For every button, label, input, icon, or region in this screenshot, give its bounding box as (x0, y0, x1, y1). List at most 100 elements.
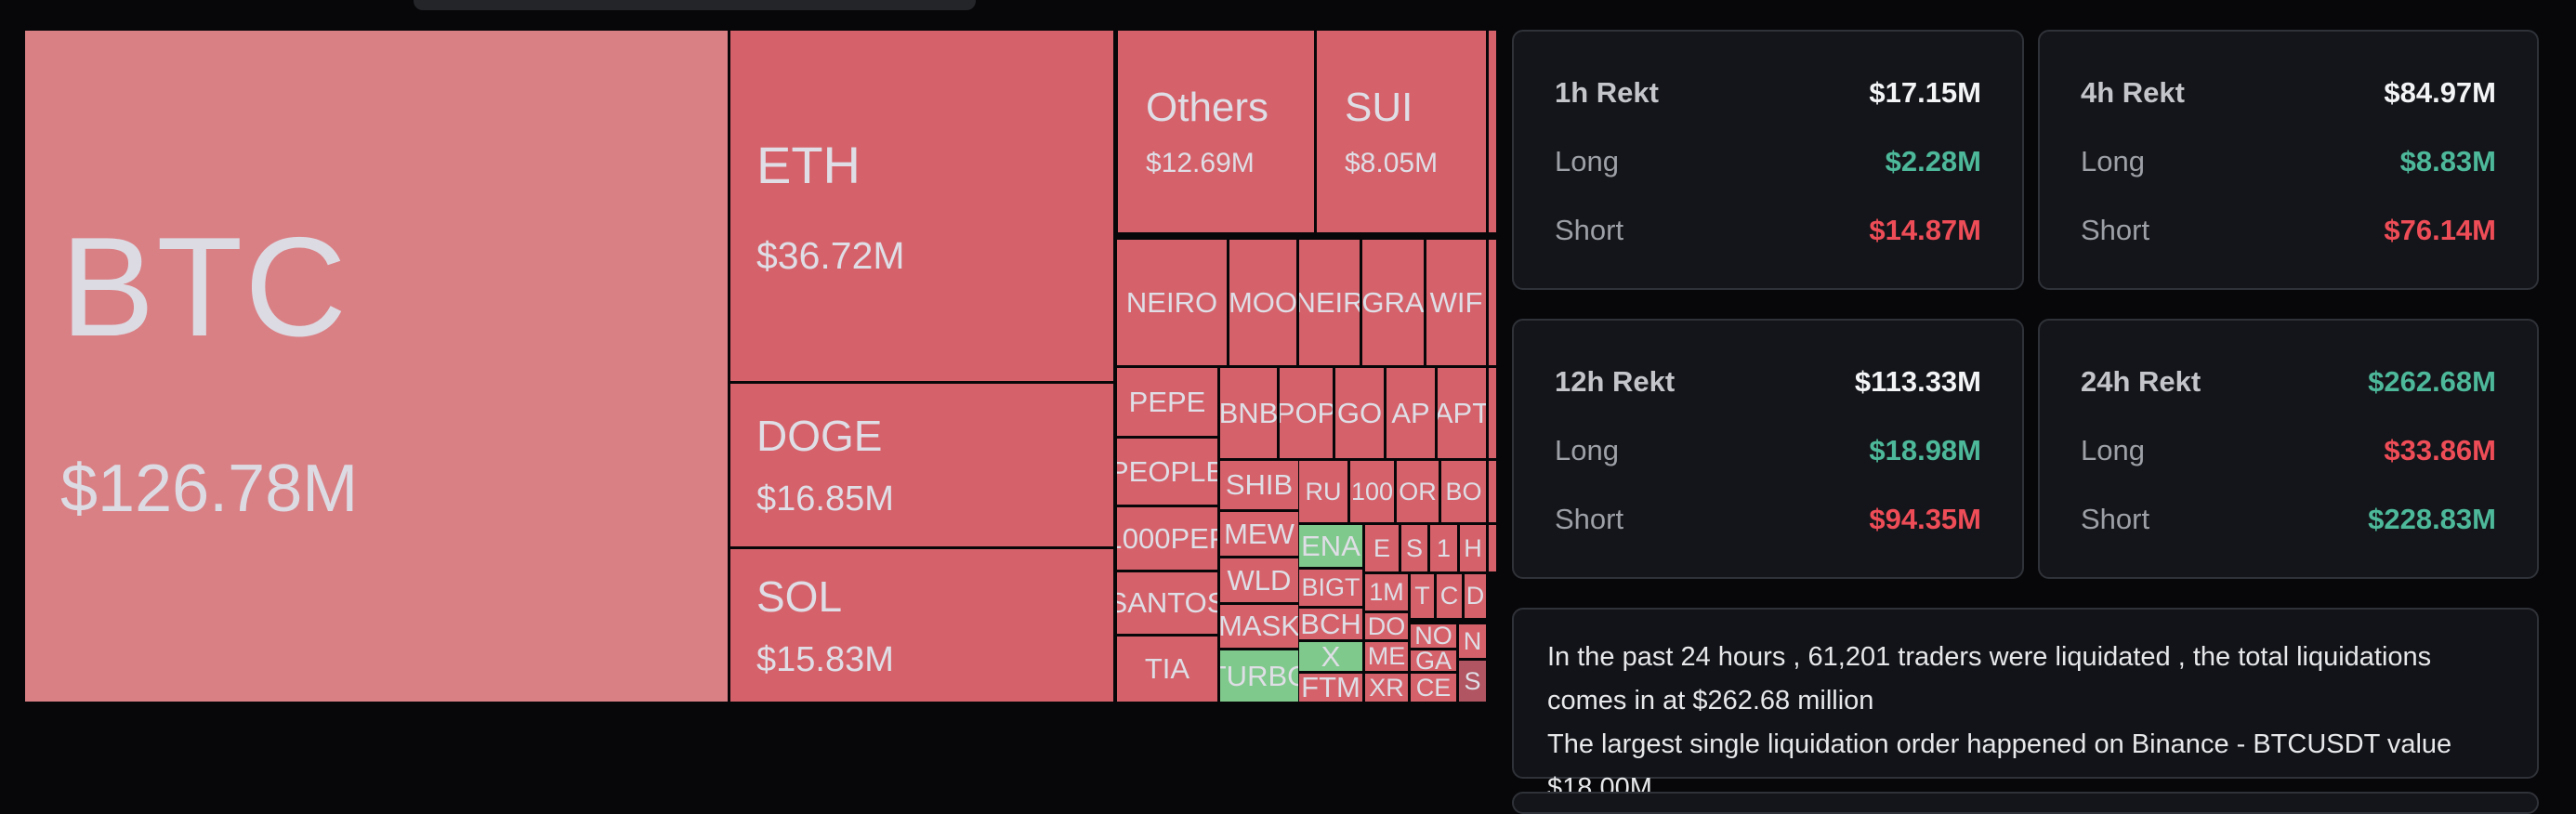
treemap-tile-mask[interactable]: MASK (1220, 605, 1298, 648)
tile-symbol: GRA (1362, 285, 1424, 319)
treemap-tile-bnb[interactable]: BNB (1220, 368, 1277, 458)
tile-symbol: BNB (1220, 396, 1277, 429)
treemap-tile-neir[interactable]: NEIR (1299, 240, 1360, 365)
treemap-tile-moo[interactable]: MOO (1229, 240, 1296, 365)
treemap-tile-do[interactable]: DO (1365, 613, 1408, 639)
tile-value: $36.72M (756, 233, 905, 277)
summary-panel: In the past 24 hours , 61,201 traders we… (1512, 608, 2539, 803)
treemap-tile-sliver[interactable] (1489, 461, 1496, 522)
tile-symbol: POP (1280, 396, 1333, 429)
treemap-tile-turbo[interactable]: TURBO (1220, 650, 1298, 702)
cutoff-top-bar (414, 0, 976, 10)
treemap-tile-100[interactable]: 100 (1350, 461, 1394, 522)
tile-symbol: Others (1146, 84, 1269, 130)
tile-symbol: BIGT (1301, 573, 1360, 601)
tile-symbol: D (1465, 582, 1485, 610)
treemap-tile-or[interactable]: OR (1397, 461, 1439, 522)
treemap-tile-santos[interactable]: SANTOS (1117, 572, 1217, 634)
tile-symbol: CE (1415, 674, 1452, 702)
stat-row-value: $94.35M (1869, 503, 1981, 535)
tile-symbol: MASK (1220, 610, 1298, 642)
stat-row-label: Short (2081, 214, 2150, 246)
stat-row-long: Long $18.98M (1555, 434, 1981, 467)
treemap-tile-bigt[interactable]: BIGT (1299, 570, 1362, 606)
tile-value: $16.85M (756, 479, 894, 519)
tile-symbol: MEW (1224, 517, 1295, 550)
treemap-tile-ru[interactable]: RU (1299, 461, 1347, 522)
stat-row-short: Short $76.14M (2081, 214, 2496, 247)
treemap-tile-go[interactable]: GO (1335, 368, 1384, 458)
treemap-tile-sliver[interactable] (1489, 240, 1496, 365)
treemap-tile-c[interactable]: C (1437, 574, 1462, 618)
treemap-tile-bo[interactable]: BO (1441, 461, 1486, 522)
treemap-tile-sui[interactable]: SUI $8.05M (1317, 31, 1486, 232)
treemap-tile-wld[interactable]: WLD (1220, 558, 1298, 602)
treemap-tile-1m[interactable]: 1M (1365, 574, 1408, 610)
tile-symbol: T (1414, 582, 1430, 610)
treemap-tile-h[interactable]: H (1460, 525, 1486, 571)
treemap-tile-s[interactable]: S (1459, 661, 1486, 702)
treemap-tile-bch[interactable]: BCH (1299, 609, 1362, 639)
tile-symbol: PEOPLE (1117, 454, 1217, 488)
tile-symbol: MOO (1229, 285, 1296, 319)
treemap-tile-ap[interactable]: AP (1387, 368, 1435, 458)
tile-symbol: 1M (1369, 578, 1404, 606)
tile-symbol: TIA (1144, 652, 1190, 685)
rekt-card-24h: 24h Rekt $262.68M Long $33.86M Short $228.83M (2038, 319, 2539, 579)
stat-row-label: Long (2081, 145, 2145, 177)
treemap-tile-mew[interactable]: MEW (1220, 512, 1298, 556)
treemap-tile-gra[interactable]: GRA (1362, 240, 1424, 365)
treemap-tile-shib[interactable]: SHIB (1220, 461, 1298, 509)
tile-symbol: SUI (1345, 84, 1413, 130)
stat-row-value: $76.14M (2384, 214, 2496, 246)
treemap-tile-no[interactable]: NO (1411, 624, 1456, 648)
stat-title-row: 1h Rekt $17.15M (1555, 76, 1981, 110)
treemap-tile-others[interactable]: Others $12.69M (1118, 31, 1314, 232)
treemap-tile-ftm[interactable]: FTM (1299, 674, 1362, 702)
treemap-tile-eth[interactable]: ETH $36.72M (730, 31, 1113, 381)
tile-symbol: S (1405, 533, 1423, 562)
treemap-tile-pepe[interactable]: PEPE (1117, 368, 1217, 436)
treemap-tile-sol[interactable]: SOL $15.83M (730, 549, 1113, 702)
treemap-tile-s[interactable]: S (1401, 525, 1427, 571)
tile-symbol: 1000PEP (1117, 521, 1217, 555)
treemap-tile-neiro[interactable]: NEIRO (1117, 240, 1227, 365)
stat-row-value: $33.86M (2384, 434, 2496, 466)
treemap-tile-x[interactable]: X (1299, 642, 1362, 671)
treemap-tile-sliver[interactable] (1489, 525, 1496, 571)
tile-symbol: 1 (1436, 533, 1452, 562)
treemap-tile-1000pep[interactable]: 1000PEP (1117, 507, 1217, 570)
treemap-tile-people[interactable]: PEOPLE (1117, 439, 1217, 505)
stat-card-total: $262.68M (2368, 365, 2496, 398)
tile-symbol: GA (1414, 650, 1452, 671)
treemap-tile-xr[interactable]: XR (1365, 674, 1408, 702)
treemap-tile-t[interactable]: T (1411, 574, 1434, 618)
treemap-tile-wif[interactable]: WIF (1426, 240, 1486, 365)
tile-symbol: SHIB (1225, 468, 1294, 501)
treemap-tile-ga[interactable]: GA (1411, 650, 1456, 671)
treemap-tile-btc[interactable]: BTC $126.78M (25, 31, 728, 702)
treemap-tile-me[interactable]: ME (1365, 642, 1408, 671)
treemap-tile-1[interactable]: 1 (1430, 525, 1457, 571)
tile-symbol: APT (1438, 396, 1486, 429)
treemap-tile-doge[interactable]: DOGE $16.85M (730, 384, 1113, 546)
treemap-tile-sliver[interactable] (1489, 31, 1496, 232)
tile-symbol: BO (1445, 477, 1482, 505)
treemap-tile-tia[interactable]: TIA (1117, 637, 1217, 702)
tile-symbol: E (1373, 533, 1390, 562)
treemap-tile-ena[interactable]: ENA (1299, 525, 1362, 567)
treemap-tile-sliver[interactable] (1489, 368, 1496, 458)
stat-row-value: $18.98M (1869, 434, 1981, 466)
tile-value: $126.78M (60, 451, 359, 526)
treemap-tile-pop[interactable]: POP (1280, 368, 1333, 458)
cutoff-bottom-card (1512, 792, 2539, 814)
treemap-tile-ce[interactable]: CE (1411, 674, 1456, 702)
treemap-tile-d[interactable]: D (1465, 574, 1486, 618)
treemap-tile-e[interactable]: E (1365, 525, 1399, 571)
treemap-tile-n[interactable]: N (1459, 624, 1486, 658)
tile-value: $8.05M (1345, 147, 1439, 178)
stat-card-title: 24h Rekt (2081, 365, 2201, 398)
stat-row-short: Short $228.83M (2081, 503, 2496, 536)
treemap-tile-apt[interactable]: APT (1438, 368, 1486, 458)
tile-value: $15.83M (756, 639, 894, 679)
